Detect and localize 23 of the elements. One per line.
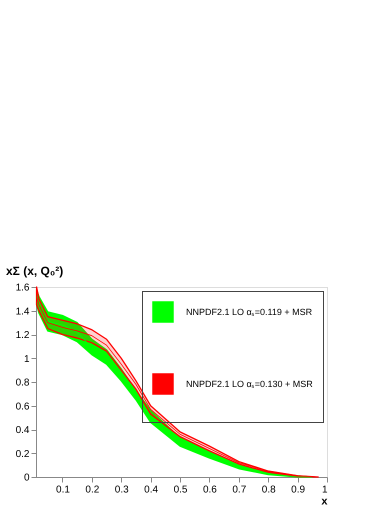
y-tick-label: 1.6 <box>16 282 30 294</box>
y-tick-label: 0.8 <box>16 378 30 388</box>
y-tick-label: 0.4 <box>16 425 30 436</box>
x-tick-label: 0.6 <box>202 484 218 496</box>
x-tick-label: 0.4 <box>144 484 159 496</box>
chart-title: xΣ (x, Q₀²) <box>6 264 64 278</box>
y-tick-label: 0 <box>24 472 30 484</box>
y-tick-label: 1.2 <box>16 330 30 341</box>
x-tick-label: 0.9 <box>291 484 306 496</box>
x-tick-label: 1 <box>322 484 328 496</box>
y-tick-label: 0.6 <box>16 401 30 412</box>
y-tick-label: 1.4 <box>16 306 30 318</box>
x-tick-label: 0.3 <box>114 484 130 496</box>
y-tick-label: 0.2 <box>16 448 30 460</box>
x-axis-title: x <box>321 496 328 508</box>
x-tick-label: 0.5 <box>174 484 188 496</box>
legend-label: NNPDF2.1 LO αₛ=0.130 + MSR <box>186 379 314 389</box>
x-tick-label: 0.1 <box>56 484 70 496</box>
x-tick-label: 0.2 <box>85 484 100 496</box>
y-tick-label: 1 <box>24 354 30 365</box>
x-tick-label: 0.7 <box>232 484 247 496</box>
x-tick-label: 0.8 <box>262 484 276 496</box>
legend-label: NNPDF2.1 LO αₛ=0.119 + MSR <box>186 307 313 317</box>
